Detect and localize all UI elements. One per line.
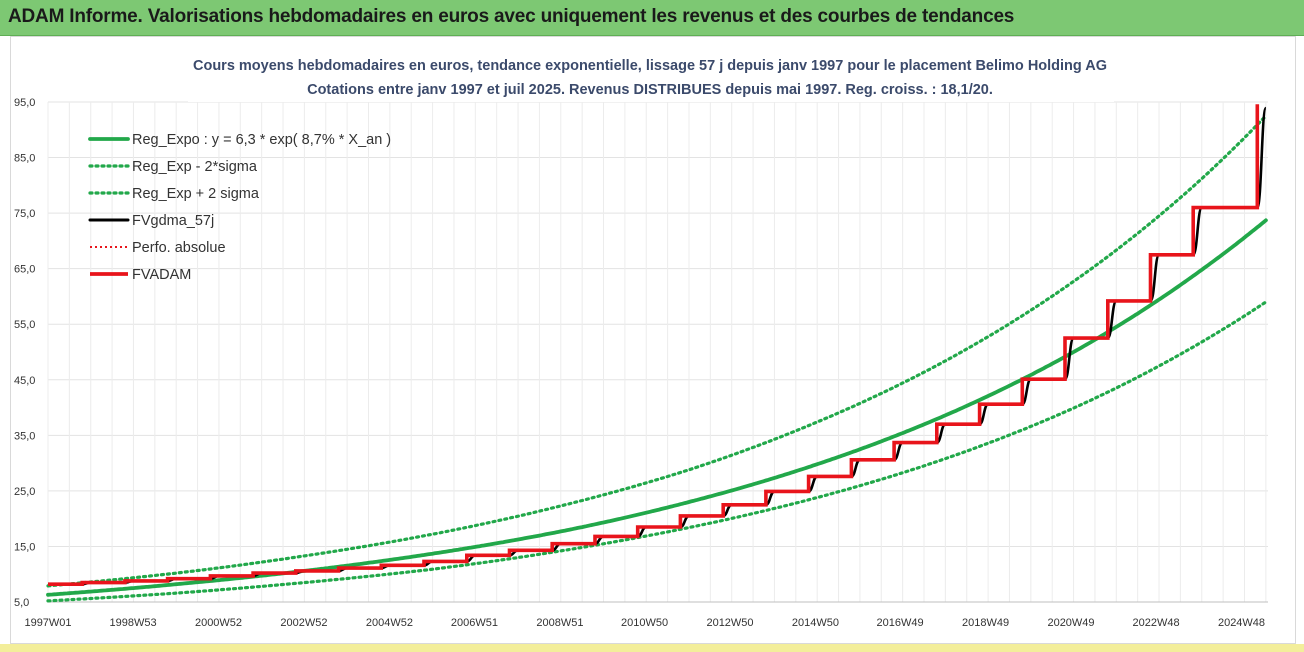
x-tick-label: 2000W52 bbox=[195, 617, 242, 629]
y-tick-label: 85,0 bbox=[14, 153, 35, 165]
x-tick-label: 2004W52 bbox=[366, 617, 413, 629]
x-tick-label: 2006W51 bbox=[451, 617, 498, 629]
chart-area bbox=[10, 36, 1296, 644]
legend-label: FVgdma_57j bbox=[132, 213, 214, 229]
y-tick-label: 25,0 bbox=[14, 486, 35, 498]
x-tick-label: 1997W01 bbox=[24, 617, 71, 629]
x-tick-label: 2020W49 bbox=[1047, 617, 1094, 629]
x-tick-label: 2014W50 bbox=[792, 617, 839, 629]
x-tick-label: 2022W48 bbox=[1132, 617, 1179, 629]
grid-lines bbox=[47, 101, 1268, 603]
y-tick-label: 35,0 bbox=[14, 430, 35, 442]
report-banner: ADAM Informe. Valorisations hebdomadaire… bbox=[0, 0, 1304, 36]
bottom-strip bbox=[0, 644, 1304, 652]
legend-label: Reg_Exp + 2 sigma bbox=[132, 186, 260, 202]
legend-label: Reg_Expo : y = 6,3 * exp( 8,7% * X_an ) bbox=[132, 132, 391, 148]
series-line-1 bbox=[46, 300, 1268, 603]
legend: Reg_Expo : y = 6,3 * exp( 8,7% * X_an ) R… bbox=[88, 132, 391, 283]
chart-title-line1: Cours moyens hebdomadaires en euros, ten… bbox=[193, 58, 1107, 74]
x-tick-label: 2002W52 bbox=[280, 617, 327, 629]
legend-label: Perfo. absolue bbox=[132, 240, 226, 256]
series-line-5 bbox=[48, 104, 1260, 586]
legend-label: Reg_Exp - 2*sigma bbox=[132, 159, 258, 175]
y-axis-ticks: 5,0 15,0 25,0 35,0 45,0 55,0 65,0 75,0 85,0 95,0 bbox=[14, 97, 35, 609]
legend-label: FVADAM bbox=[132, 267, 191, 283]
x-tick-label: 2016W49 bbox=[877, 617, 924, 629]
y-tick-label: 45,0 bbox=[14, 375, 35, 387]
series-line-2 bbox=[46, 114, 1268, 588]
y-tick-label: 65,0 bbox=[14, 264, 35, 276]
x-tick-label: 2018W49 bbox=[962, 617, 1009, 629]
series-layer bbox=[46, 104, 1268, 603]
x-tick-label: 2008W51 bbox=[536, 617, 583, 629]
y-tick-label: 15,0 bbox=[14, 541, 35, 553]
report-title: ADAM Informe. Valorisations hebdomadaire… bbox=[8, 6, 1015, 27]
chart-title-line2: Cotations entre janv 1997 et juil 2025. … bbox=[307, 82, 993, 98]
x-tick-label: 2010W50 bbox=[621, 617, 668, 629]
x-tick-label: 1998W53 bbox=[109, 617, 156, 629]
y-tick-label: 5,0 bbox=[14, 597, 29, 609]
y-tick-label: 95,0 bbox=[14, 97, 35, 109]
x-tick-label: 2012W50 bbox=[706, 617, 753, 629]
x-axis-ticks: 1997W01 1998W53 2000W52 2002W52 2004W52 2006W… bbox=[24, 617, 1265, 629]
y-tick-label: 55,0 bbox=[14, 319, 35, 331]
y-tick-label: 75,0 bbox=[14, 208, 35, 220]
x-tick-label: 2024W48 bbox=[1218, 617, 1265, 629]
title-background bbox=[188, 48, 1114, 102]
